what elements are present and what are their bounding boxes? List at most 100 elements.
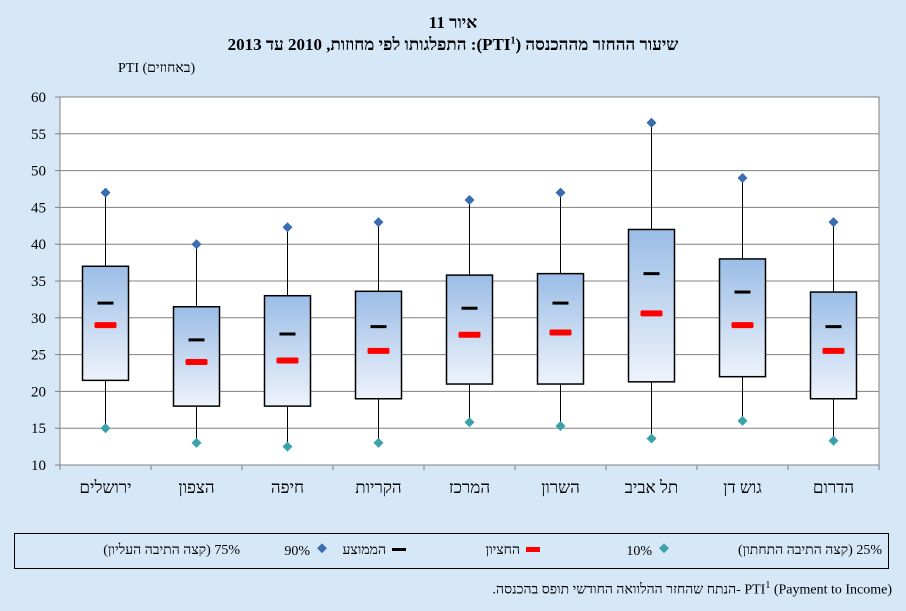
legend-label-median: החציון	[485, 543, 521, 558]
p10-point	[737, 415, 748, 426]
box-7	[627, 117, 676, 444]
y-tick-label: 35	[31, 274, 46, 290]
p90-point	[373, 217, 384, 228]
y-tick-label: 55	[31, 127, 46, 143]
interquartile-box	[718, 258, 767, 378]
box-4	[354, 217, 403, 448]
median-marker	[549, 329, 572, 336]
legend-label-p10: 10%	[626, 543, 652, 559]
y-tick-label: 40	[31, 237, 46, 253]
p10-point	[191, 437, 202, 448]
legend-label-p75: 75% (קצה התיבה העליון)	[103, 543, 240, 558]
mean-marker	[825, 325, 842, 329]
box-8	[718, 172, 767, 426]
interquartile-box	[445, 274, 494, 385]
mean-marker	[97, 301, 114, 305]
median-marker	[822, 347, 845, 354]
p10-point	[828, 435, 839, 446]
legend-item-mean: הממוצע	[343, 543, 406, 559]
category-label: השרון	[541, 478, 580, 497]
box-5	[445, 195, 494, 428]
mean-marker	[734, 290, 751, 294]
mean-marker	[643, 272, 660, 276]
median-marker	[731, 322, 754, 329]
y-tick-label: 45	[31, 200, 46, 216]
category-label: גוש דן	[723, 478, 762, 497]
interquartile-box	[172, 306, 221, 407]
median-marker	[367, 347, 390, 354]
legend-item-median: החציון	[485, 543, 540, 559]
y-tick-label: 20	[31, 384, 46, 400]
y-tick-label: 25	[31, 348, 46, 364]
footnote-prefix: PTI	[744, 582, 766, 598]
p90-point	[191, 239, 202, 250]
p90-marker-icon	[316, 543, 328, 560]
chart-title-part1: שיעור ההחזר מההכנסה (PTI	[482, 35, 679, 54]
box-2	[172, 239, 221, 448]
y-tick-label: 10	[31, 458, 46, 474]
median-marker	[276, 357, 299, 364]
p10-marker-icon	[658, 543, 670, 560]
mean-marker	[461, 306, 478, 310]
category-label: הצפון	[178, 478, 214, 497]
y-tick-label: 30	[31, 311, 46, 327]
chart-title-part2: ): התפלגותו לפי מחוזות, 2010 עד 2013	[227, 35, 483, 54]
median-marker	[185, 358, 208, 365]
interquartile-box	[536, 272, 585, 385]
footnote-marker: 1	[765, 580, 771, 591]
chart-title-superscript: 1	[510, 35, 516, 47]
p90-point	[100, 187, 111, 198]
mean-marker	[188, 338, 205, 342]
mean-marker	[279, 332, 296, 336]
box-9	[809, 217, 858, 446]
y-axis-label: PTI (באחוזים)	[118, 61, 196, 76]
p10-point	[100, 423, 111, 434]
category-label: ירושלים	[79, 478, 131, 497]
p10-point	[555, 420, 566, 431]
figure-label: איור 11	[428, 13, 478, 32]
median-line-icon	[526, 543, 540, 559]
category-label: תל אביב	[625, 478, 679, 497]
interquartile-box	[354, 290, 403, 400]
chart-title: שיעור ההחזר מההכנסה (PTI1 ): התפלגותו לפי…	[0, 35, 906, 55]
median-marker	[94, 322, 117, 329]
interquartile-box	[263, 294, 312, 407]
mean-marker	[370, 325, 387, 329]
mean-marker	[552, 301, 569, 305]
median-marker	[640, 310, 663, 317]
x-axis-categories: ירושלים הצפון חיפה הקריות המרכז השרון תל אביב ג…	[79, 478, 854, 497]
legend-label-p25: 25% (קצה התיבה התחתון)	[737, 543, 882, 558]
box-1	[81, 187, 130, 434]
category-label: המרכז	[449, 478, 490, 497]
box-6	[536, 187, 585, 431]
category-label: הדרום	[813, 478, 854, 497]
interquartile-box	[627, 228, 676, 383]
median-marker	[458, 331, 481, 338]
p90-point	[646, 117, 657, 128]
category-label: הקריות	[355, 478, 401, 497]
legend: 25% (קצה התיבה התחתון) 10% החציון הממוצע…	[14, 533, 889, 569]
p10-point	[373, 437, 384, 448]
p10-point	[646, 433, 657, 444]
p90-point	[828, 217, 839, 228]
p90-point	[282, 222, 293, 233]
y-tick-label: 50	[31, 164, 46, 180]
y-tick-label: 15	[31, 421, 46, 437]
p90-point	[464, 195, 475, 206]
y-tick-label: 60	[31, 90, 46, 106]
category-label: חיפה	[271, 478, 304, 497]
footnote-text: (Payment to Income) -הנתח שהחזר ההלוואה …	[492, 582, 892, 598]
legend-label-p90: 90%	[284, 543, 310, 559]
p10-point	[282, 441, 293, 452]
legend-item-p75: 75% (קצה התיבה העליון)	[103, 543, 240, 559]
p90-point	[555, 187, 566, 198]
p90-point	[737, 172, 748, 183]
y-axis: 10 15 20 25 30 35 40 45 50 55 60	[31, 90, 880, 474]
mean-line-icon	[392, 543, 406, 559]
legend-item-p25: 25% (קצה התיבה התחתון)	[738, 543, 882, 559]
legend-item-p90: 90%	[284, 543, 328, 560]
interquartile-box	[809, 291, 858, 400]
footnote: PTI1 (Payment to Income) -הנתח שהחזר ההל…	[493, 580, 892, 599]
legend-item-p10: 10%	[626, 543, 670, 560]
